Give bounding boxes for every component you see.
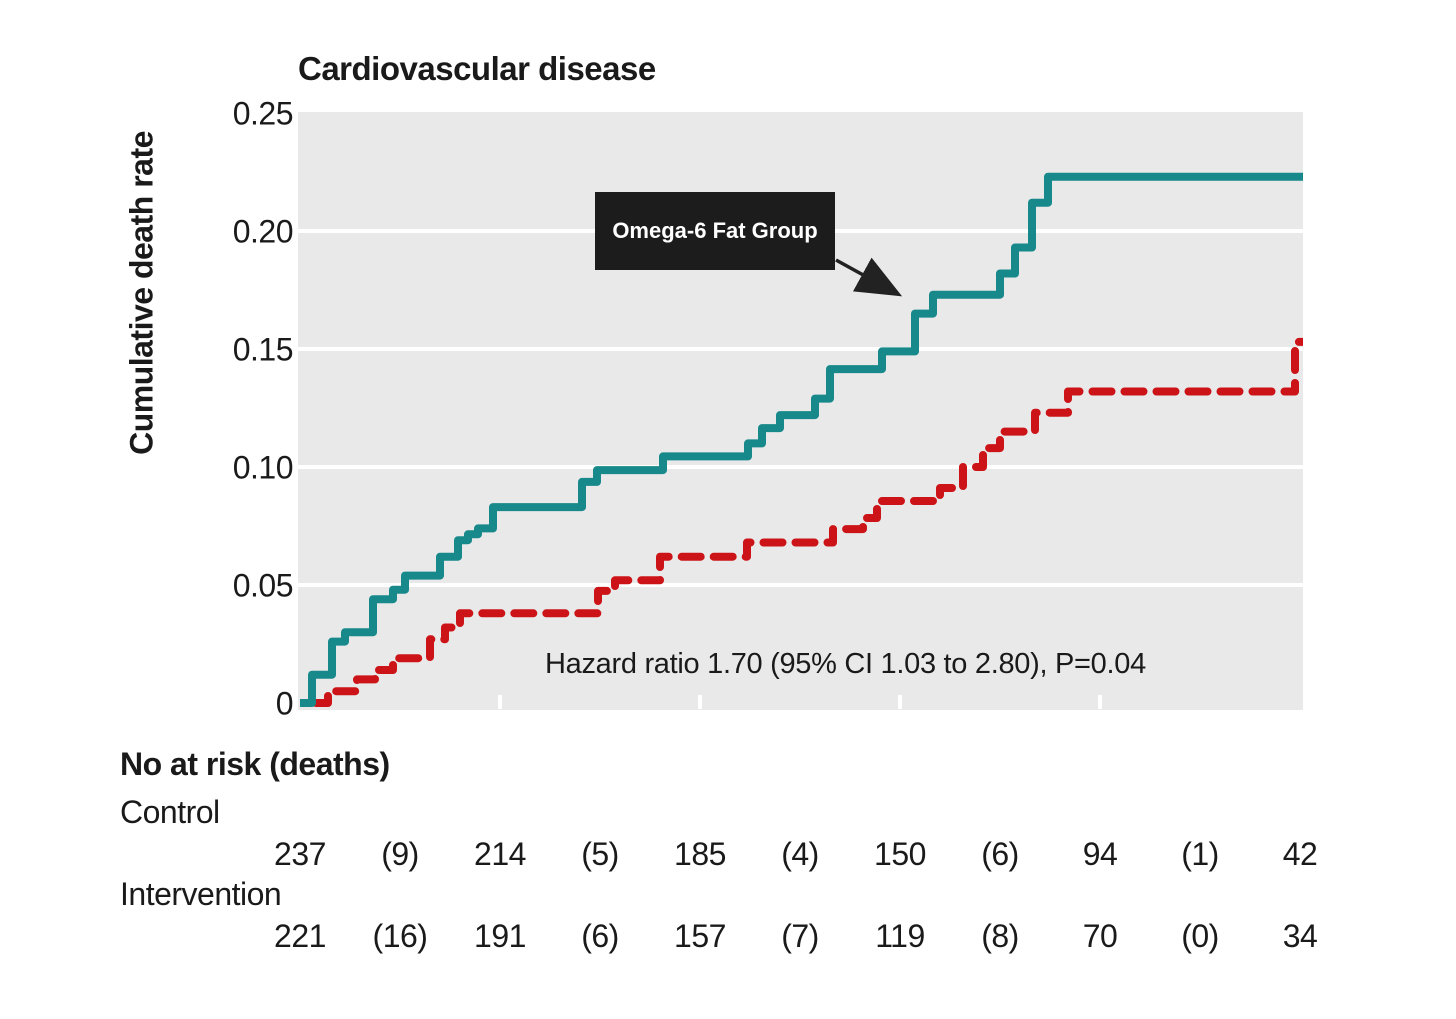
risk-table-cell: (5) xyxy=(581,836,619,872)
y-axis-label: Cumulative death rate xyxy=(123,131,160,455)
y-tick-label: 0.05 xyxy=(232,567,294,604)
y-tick-label: 0.15 xyxy=(232,331,294,368)
risk-table-cell: (4) xyxy=(781,836,819,872)
risk-table-cell: 191 xyxy=(474,918,526,954)
omega6-series-line xyxy=(300,172,1303,707)
risk-table-cell: (6) xyxy=(581,918,619,954)
risk-table-cell: 119 xyxy=(875,918,925,954)
annotation-arrow xyxy=(835,257,903,297)
risk-table-cell: 214 xyxy=(474,836,526,872)
risk-table-cell: 185 xyxy=(674,836,726,872)
risk-table-cell: 94 xyxy=(1082,836,1118,872)
risk-table-cell: (9) xyxy=(381,836,419,872)
hazard-ratio-text: Hazard ratio 1.70 (95% CI 1.03 to 2.80),… xyxy=(545,648,1146,680)
risk-table-cell: (16) xyxy=(372,918,428,954)
y-tick-label: 0 xyxy=(275,685,294,722)
chart-title: Cardiovascular disease xyxy=(298,50,656,87)
risk-table-cell: (7) xyxy=(781,918,819,954)
risk-table-cell: (0) xyxy=(1181,918,1219,954)
series-annotation-label: Omega-6 Fat Group xyxy=(612,218,818,243)
control-series-line xyxy=(312,337,1303,707)
plot-area: Omega-6 Fat Group xyxy=(298,112,1303,710)
risk-table-cell: 150 xyxy=(874,836,926,872)
risk-table-cell: 70 xyxy=(1082,918,1118,954)
risk-table-cell: (8) xyxy=(981,918,1019,954)
y-tick-label: 0.25 xyxy=(232,95,294,132)
risk-table-cell: (1) xyxy=(1181,836,1219,872)
risk-row-label-intervention: Intervention xyxy=(120,876,282,912)
risk-row-label-control: Control xyxy=(120,794,220,830)
risk-table-cell: 42 xyxy=(1282,836,1318,872)
risk-table-cell: 34 xyxy=(1282,918,1318,954)
risk-table-cell: (6) xyxy=(981,836,1019,872)
y-tick-label: 0.20 xyxy=(232,213,294,250)
y-tick-label: 0.10 xyxy=(232,449,294,486)
series-annotation-box: Omega-6 Fat Group xyxy=(595,192,835,270)
risk-table-cell: 157 xyxy=(674,918,726,954)
risk-table-cell: 237 xyxy=(274,836,326,872)
risk-table-header: No at risk (deaths) xyxy=(120,746,390,782)
risk-table-cell: 221 xyxy=(274,918,326,954)
